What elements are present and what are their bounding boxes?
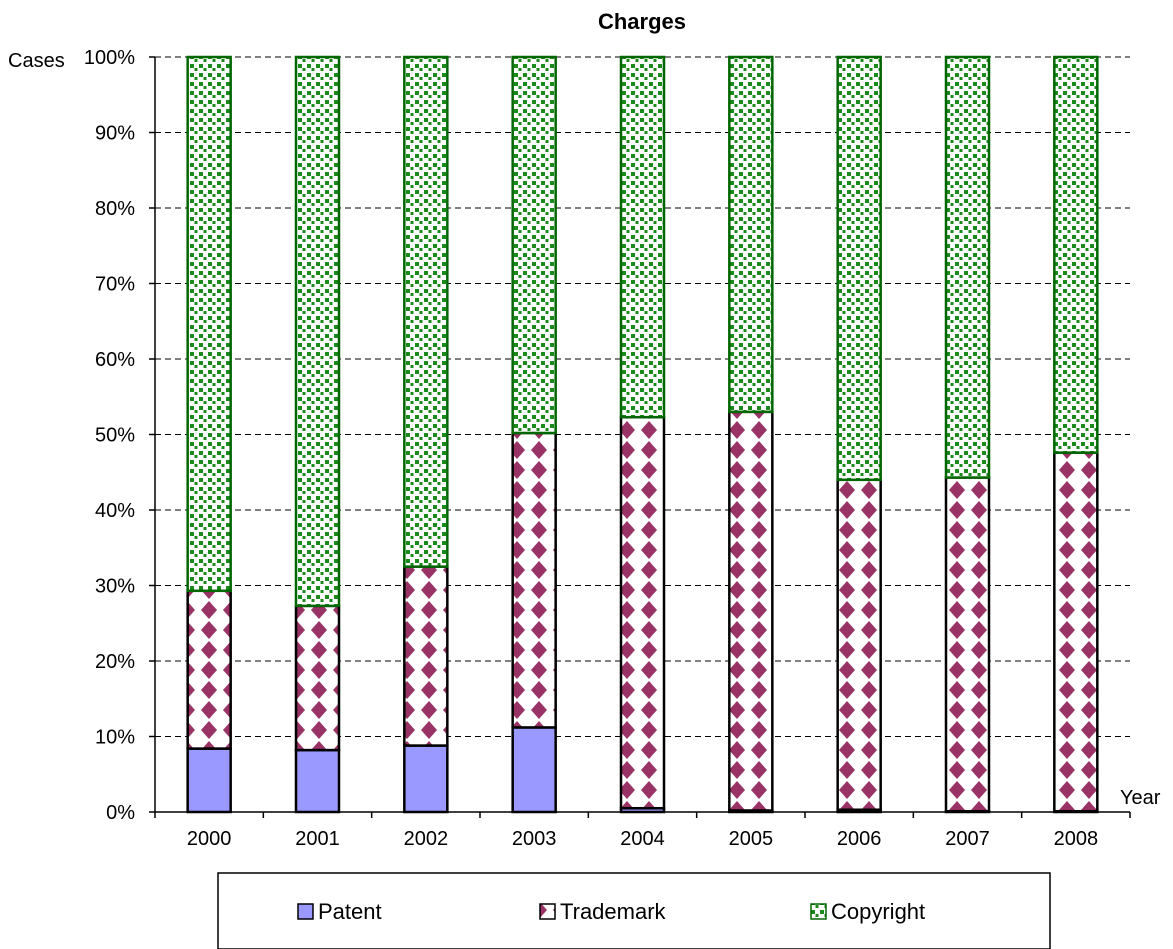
- bar-trademark: [403, 565, 449, 747]
- legend-swatch-patent: [297, 903, 314, 920]
- legend-box: [217, 872, 1051, 949]
- bar-patent: [403, 744, 449, 814]
- bar-copyright: [619, 55, 666, 419]
- y-axis-ticks: 0% 10% 20% 30% 40% 50% 60% 70% 80% 90% 100%: [84, 47, 155, 824]
- legend-swatch-copyright: [810, 903, 827, 920]
- bar-patent: [186, 747, 232, 814]
- y-tick-label: 80%: [95, 198, 135, 220]
- bar-copyright: [836, 55, 882, 482]
- x-axis-label: Year: [1120, 787, 1161, 809]
- legend: Patent Trademark Copyright: [217, 872, 1051, 949]
- legend-label-copyright: Copyright: [831, 899, 925, 924]
- bar-copyright: [403, 55, 449, 568]
- bar-trademark: [944, 476, 991, 813]
- y-tick-label: 0%: [106, 802, 135, 824]
- x-tick-label: 2001: [295, 828, 340, 850]
- bar-copyright: [944, 55, 991, 479]
- axes: [154, 57, 1131, 818]
- bar-trademark: [619, 415, 666, 810]
- y-tick-label: 50%: [95, 425, 135, 447]
- y-tick-label: 10%: [95, 727, 135, 749]
- bar-copyright: [186, 55, 232, 593]
- legend-label-trademark: Trademark: [560, 899, 667, 924]
- y-tick-label: 90%: [95, 123, 135, 145]
- bars: [186, 55, 1099, 814]
- bar-trademark: [1053, 451, 1099, 813]
- bar-patent: [511, 726, 557, 814]
- y-tick-label: 20%: [95, 651, 135, 673]
- legend-swatch-trademark: [539, 903, 556, 920]
- legend-label-patent: Patent: [318, 899, 382, 924]
- y-axis-label: Cases: [8, 50, 65, 72]
- y-tick-label: 30%: [95, 576, 135, 598]
- y-tick-label: 60%: [95, 349, 135, 371]
- y-tick-label: 70%: [95, 274, 135, 296]
- bar-copyright: [1053, 55, 1099, 454]
- x-tick-label: 2005: [729, 828, 774, 850]
- bar-trademark: [511, 431, 557, 729]
- y-tick-label: 40%: [95, 500, 135, 522]
- bar-copyright: [728, 55, 774, 414]
- bar-copyright: [511, 55, 557, 435]
- y-tick-label: 100%: [84, 47, 135, 69]
- x-tick-label: 2000: [187, 828, 232, 850]
- bar-copyright: [294, 55, 341, 608]
- x-tick-label: 2008: [1054, 828, 1099, 850]
- x-axis-ticks: 2000 2001 2002 2003 2004 2005 2006 2007 2008: [187, 828, 1098, 850]
- x-tick-label: 2007: [945, 828, 990, 850]
- x-tick-label: 2002: [404, 828, 449, 850]
- x-tick-label: 2004: [620, 828, 665, 850]
- chart-title: Charges: [598, 9, 686, 34]
- bar-trademark: [294, 604, 341, 752]
- x-tick-label: 2003: [512, 828, 557, 850]
- bar-trademark: [836, 478, 882, 811]
- bar-trademark: [728, 410, 774, 812]
- bar-patent: [294, 748, 341, 814]
- x-tick-label: 2006: [837, 828, 882, 850]
- bar-trademark: [186, 589, 232, 750]
